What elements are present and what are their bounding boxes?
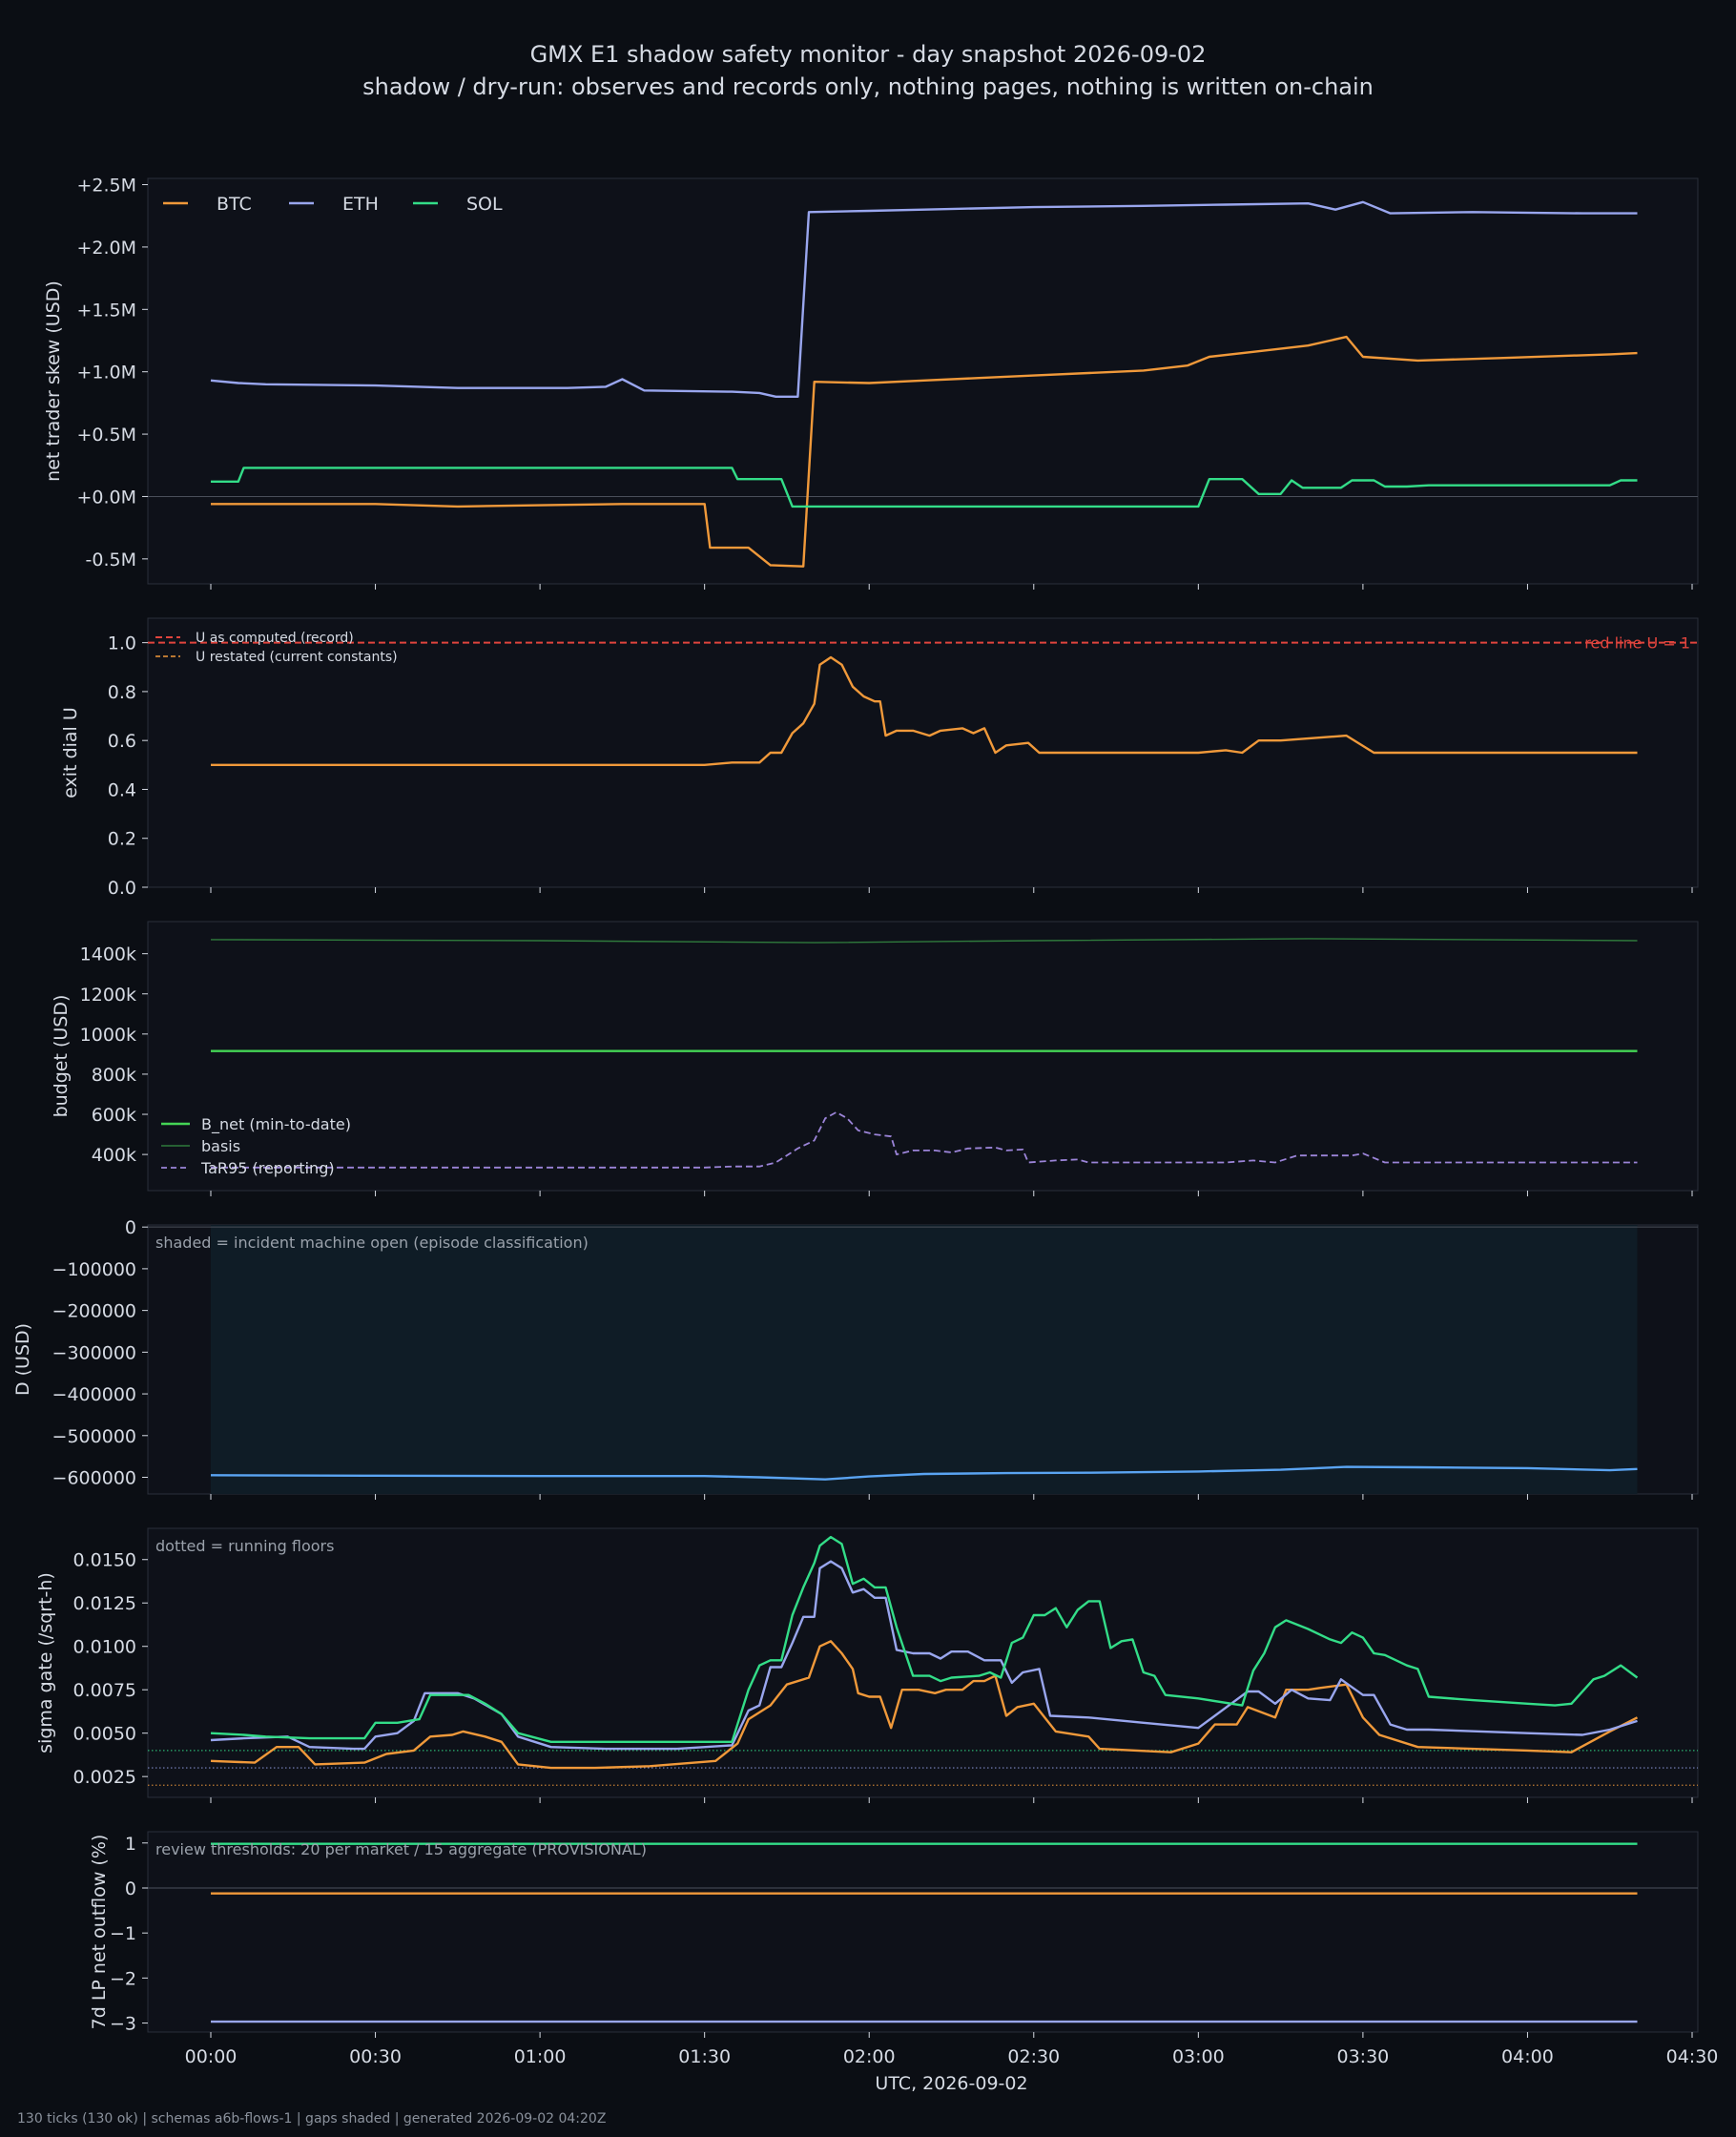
y-tick-label: 1	[125, 1834, 136, 1855]
y-axis-label: net trader skew (USD)	[43, 280, 64, 482]
y-tick-label: +0.5M	[76, 425, 136, 446]
y-tick-label: −400000	[52, 1384, 136, 1405]
legend-label: ETH	[342, 194, 379, 215]
red-line-label: red line U = 1	[1584, 634, 1690, 653]
x-tick-label: 01:00	[514, 2046, 567, 2067]
y-tick-label: -0.5M	[86, 550, 136, 571]
y-tick-label: 0.0	[108, 878, 136, 899]
y-tick-label: 0	[125, 1878, 136, 1899]
panel-note: review thresholds: 20 per market / 15 ag…	[155, 1840, 647, 1858]
y-tick-label: 0.2	[108, 829, 136, 850]
y-axis-label: budget (USD)	[51, 995, 72, 1118]
y-tick-label: −600000	[52, 1468, 136, 1489]
y-tick-label: −1	[110, 1923, 136, 1944]
legend-label: basis	[201, 1137, 240, 1155]
legend-label: U as computed (record)	[196, 631, 354, 646]
y-tick-label: 0.0025	[73, 1767, 136, 1788]
incident-shade	[211, 1225, 1638, 1494]
y-tick-label: −3	[110, 2014, 136, 2035]
chart-title: GMX E1 shadow safety monitor - day snaps…	[529, 41, 1207, 68]
y-tick-label: −300000	[52, 1342, 136, 1363]
legend-label: TaR95 (reporting)	[200, 1159, 335, 1177]
y-tick-label: −200000	[52, 1301, 136, 1322]
legend-label: U restated (current constants)	[196, 650, 398, 665]
x-tick-label: 02:00	[843, 2046, 896, 2067]
y-axis-label: exit dial U	[60, 707, 81, 799]
y-tick-label: 400k	[92, 1145, 136, 1166]
legend-label: BTC	[217, 194, 252, 215]
y-tick-label: −100000	[52, 1259, 136, 1280]
y-tick-label: 800k	[92, 1065, 136, 1086]
y-axis-label: 7d LP net outflow (%)	[89, 1835, 110, 2030]
series-line-eth	[210, 200, 1638, 398]
y-tick-label: 0.4	[108, 779, 136, 800]
x-tick-label: 03:30	[1337, 2046, 1390, 2067]
x-tick-label: 04:30	[1666, 2046, 1719, 2067]
y-tick-label: 1400k	[80, 944, 136, 965]
y-tick-label: +2.5M	[76, 176, 136, 197]
x-tick-label: 00:30	[349, 2046, 402, 2067]
y-tick-label: 0.0075	[73, 1680, 136, 1701]
legend-label: SOL	[466, 194, 503, 215]
y-tick-label: −500000	[52, 1426, 136, 1447]
y-tick-label: 1200k	[80, 985, 136, 1006]
chart-subtitle: shadow / dry-run: observes and records o…	[362, 73, 1374, 100]
y-axis-label: sigma gate (/sqrt-h)	[35, 1572, 56, 1753]
legend-label: B_net (min-to-date)	[201, 1115, 351, 1134]
x-tick-label: 01:30	[678, 2046, 731, 2067]
y-tick-label: +1.5M	[76, 300, 136, 321]
footer-status: 130 ticks (130 ok) | schemas a6b-flows-1…	[17, 2111, 607, 2127]
y-tick-label: 0.0050	[73, 1724, 136, 1745]
panel-note: shaded = incident machine open (episode …	[155, 1234, 589, 1252]
x-tick-label: 02:30	[1007, 2046, 1060, 2067]
y-tick-label: 600k	[92, 1105, 136, 1126]
series-line-basis	[210, 938, 1638, 944]
y-tick-label: 0.0100	[73, 1637, 136, 1658]
series-line-sol	[211, 467, 1638, 508]
x-tick-label: 00:00	[185, 2046, 238, 2067]
panel-note: dotted = running floors	[155, 1537, 334, 1555]
y-tick-label: 0	[125, 1217, 136, 1238]
y-tick-label: +1.0M	[76, 363, 136, 384]
y-tick-label: +2.0M	[76, 238, 136, 259]
y-tick-label: 0.8	[108, 682, 136, 703]
x-tick-label: 03:00	[1172, 2046, 1225, 2067]
series-line-btc	[211, 335, 1638, 568]
series-line-btc	[210, 1640, 1639, 1770]
y-tick-label: 0.0150	[73, 1550, 136, 1571]
x-tick-label: 04:00	[1501, 2046, 1554, 2067]
y-tick-label: 1000k	[80, 1025, 136, 1046]
y-tick-label: 0.6	[108, 731, 136, 752]
series-line-tar95-reporting-	[211, 1111, 1638, 1169]
y-tick-label: −2	[110, 1968, 136, 1989]
x-axis-label: UTC, 2026-09-02	[875, 2073, 1027, 2094]
series-line-d	[210, 1465, 1638, 1481]
panel-frame	[147, 1831, 1699, 2033]
title-block: GMX E1 shadow safety monitor - day snaps…	[0, 38, 1736, 103]
y-axis-label: D (USD)	[12, 1323, 33, 1396]
y-tick-label: 1.0	[108, 633, 136, 654]
panel-frame	[147, 921, 1699, 1192]
y-tick-label: +0.0M	[76, 487, 136, 508]
series-line-u-as-computed-record-	[211, 655, 1638, 766]
y-tick-label: 0.0125	[73, 1593, 136, 1614]
series-line-sol	[210, 1535, 1639, 1743]
